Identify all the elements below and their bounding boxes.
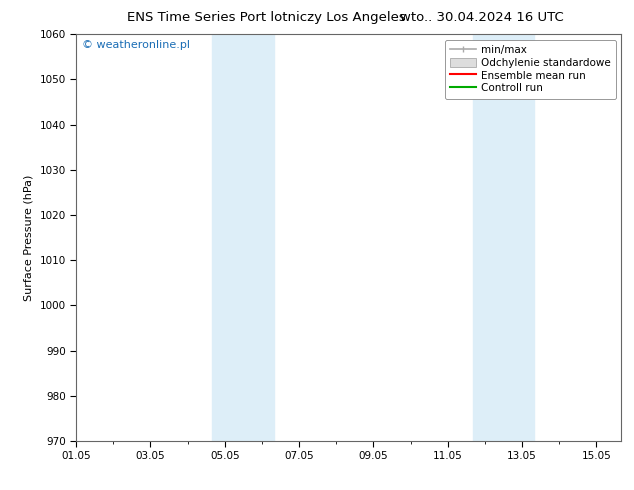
Text: ENS Time Series Port lotniczy Los Angeles: ENS Time Series Port lotniczy Los Angele… — [127, 11, 406, 24]
Text: © weatheronline.pl: © weatheronline.pl — [82, 40, 190, 50]
Y-axis label: Surface Pressure (hPa): Surface Pressure (hPa) — [24, 174, 34, 301]
Legend: min/max, Odchylenie standardowe, Ensemble mean run, Controll run: min/max, Odchylenie standardowe, Ensembl… — [444, 40, 616, 98]
Text: wto.. 30.04.2024 16 UTC: wto.. 30.04.2024 16 UTC — [400, 11, 564, 24]
Bar — [473, 34, 534, 441]
Bar — [212, 34, 274, 441]
